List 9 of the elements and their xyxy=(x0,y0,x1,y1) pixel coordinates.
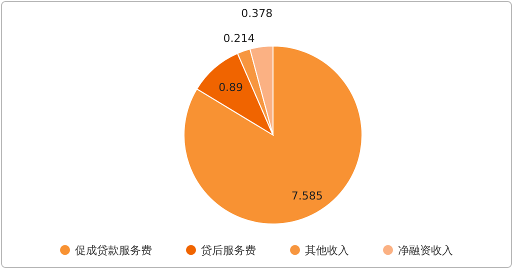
data-label: 0.89 xyxy=(218,80,244,94)
data-label: 0.214 xyxy=(223,32,255,45)
data-label: 0.378 xyxy=(241,7,273,20)
legend-label: 促成贷款服务费 xyxy=(75,244,152,257)
legend-label: 贷后服务费 xyxy=(201,244,256,257)
data-label: 7.585 xyxy=(291,189,323,202)
legend-label: 净融资收入 xyxy=(398,244,453,257)
legend-label: 其他收入 xyxy=(305,244,349,257)
pie-slice xyxy=(184,46,362,224)
